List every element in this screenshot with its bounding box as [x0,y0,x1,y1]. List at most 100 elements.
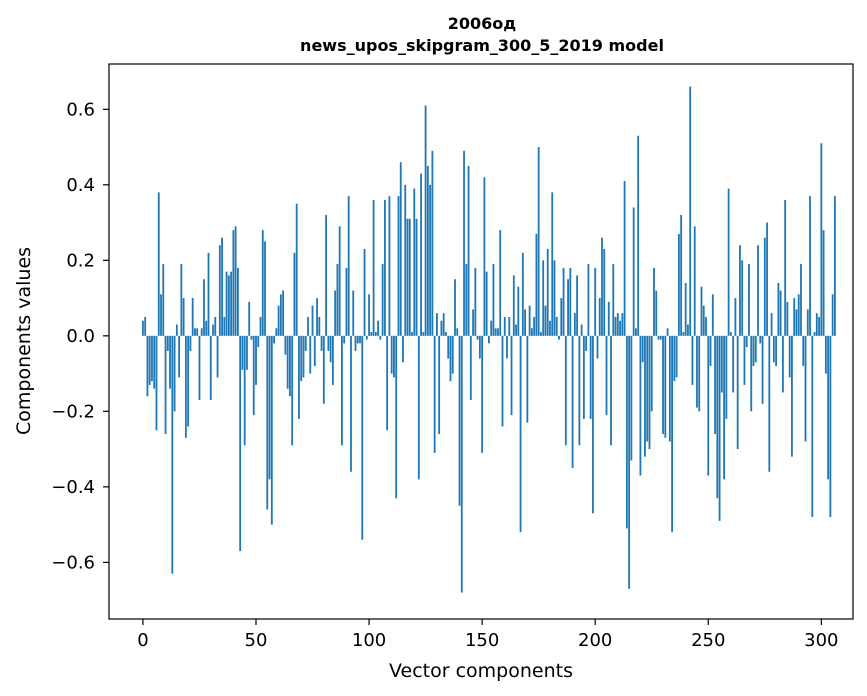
bar [379,335,382,340]
bar [184,335,187,438]
bar [395,335,398,499]
bar [481,335,484,453]
bar [510,335,513,416]
bar [232,230,235,336]
bar [691,335,694,385]
y-tick-label: 0.2 [66,250,95,271]
bar [209,335,212,401]
x-tick-label: 100 [352,630,386,651]
bar [273,335,275,344]
bar [596,335,599,359]
x-tick-label: 0 [137,630,148,651]
y-tick-label: −0.6 [51,552,95,573]
bar [279,294,282,336]
bar [623,181,626,336]
bar [739,245,741,336]
bar [693,226,696,336]
bar [214,316,217,336]
bar [700,286,703,336]
bar [370,332,373,336]
bar [426,165,429,336]
bar [374,332,377,336]
bar [743,335,746,385]
bar [497,328,499,336]
y-tick-label: 0.6 [66,99,95,120]
bar [827,335,830,480]
bar [399,162,402,336]
bar [386,335,389,431]
bar [829,335,832,518]
bar [655,290,658,336]
bar [707,335,710,476]
bar [212,324,214,336]
bar [454,279,456,336]
bar [173,335,176,412]
bar [748,264,750,336]
bar [639,335,642,476]
bar [754,335,757,363]
bar [637,135,640,336]
bar [567,279,569,336]
bar [406,218,409,336]
bar [243,335,246,446]
bar [770,313,773,336]
bar [286,335,289,389]
bar [460,335,463,593]
bar [162,264,165,336]
bar [259,316,262,336]
bar [682,332,685,336]
bar [307,316,309,336]
bar [325,215,327,336]
bar [804,335,807,442]
bar [216,335,219,378]
bar [580,324,583,336]
bar [352,290,355,336]
bar [499,230,502,336]
bar [268,335,271,480]
bar [720,335,723,393]
bar [589,335,592,419]
x-tick-label: 250 [691,630,725,651]
bar [415,218,418,336]
bar [569,267,572,336]
bar [820,143,823,336]
bar [298,335,300,419]
bar [555,316,558,336]
bar [311,305,314,336]
bar [560,298,563,336]
bar [343,335,346,344]
bar [293,252,296,336]
x-tick-label: 150 [465,630,499,651]
bar [472,309,474,336]
bar [469,335,472,401]
bar [772,335,775,363]
bar [716,335,719,499]
bar [295,203,298,336]
bar [585,335,588,351]
bar [309,335,312,374]
bar [628,335,631,589]
bar [456,328,459,336]
bar [356,335,359,344]
bar [727,188,730,336]
bar [562,267,565,336]
bar [512,275,515,336]
bar [501,335,504,427]
bar [142,320,144,336]
bar [763,237,766,336]
bar [393,335,395,378]
bar [420,173,422,336]
bar [282,290,285,336]
bar [225,271,228,336]
bar [526,335,529,423]
bar [345,267,348,336]
bar [736,335,739,450]
bar [230,271,233,336]
bar [178,335,181,378]
bar [619,320,621,336]
bar [508,316,511,336]
bar [659,335,662,340]
bar [451,335,454,374]
bar [205,320,208,336]
